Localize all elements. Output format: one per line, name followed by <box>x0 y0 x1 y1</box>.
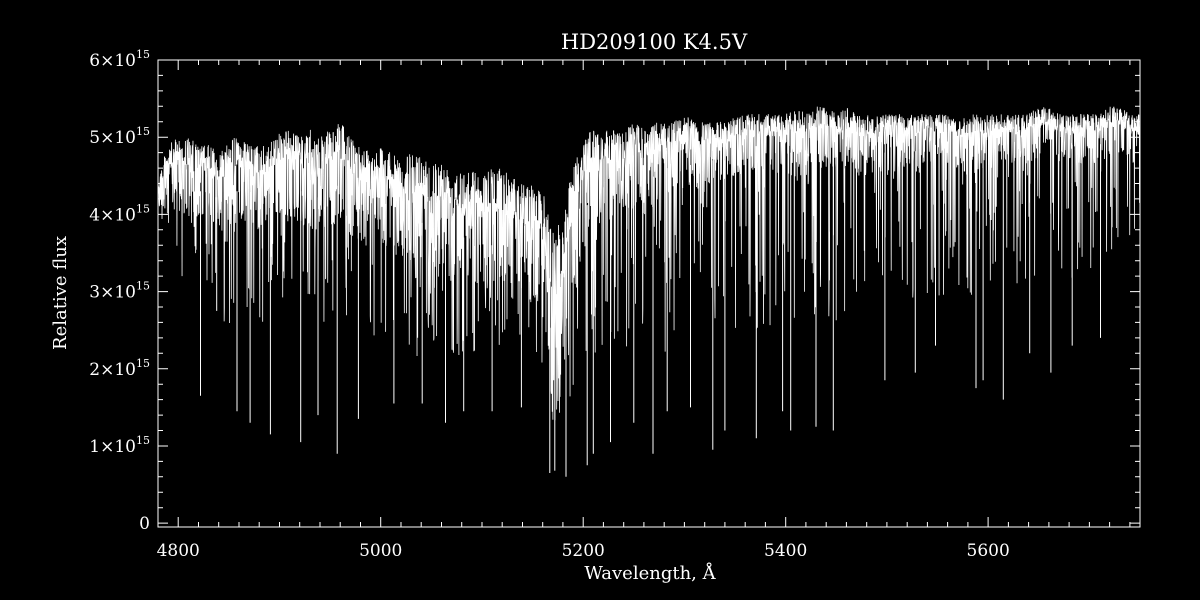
x-tick-label: 4800 <box>157 541 200 561</box>
chart-title: HD209100 K4.5V <box>561 30 748 54</box>
x-tick-label: 5400 <box>764 541 807 561</box>
y-tick-label-base: 0 <box>139 514 150 534</box>
x-axis-title: Wavelength, Å <box>584 562 716 584</box>
y-tick-label: 1×1015 <box>89 434 150 457</box>
y-tick-label-exponent: 15 <box>136 125 150 138</box>
y-tick-label: 0 <box>139 514 150 534</box>
y-tick-label: 6×1015 <box>89 48 150 71</box>
spectrum-series <box>157 106 1141 477</box>
y-tick-label-exponent: 15 <box>136 202 150 215</box>
x-tick-labels: 4800 5000 5200 5400 5600 <box>157 541 1010 561</box>
y-tick-label: 5×1015 <box>89 125 150 148</box>
spectrum-trace <box>157 106 1141 421</box>
plot-frame <box>157 59 1141 528</box>
y-tick-label-base: 5×10 <box>89 128 136 148</box>
y-tick-label-base: 3×10 <box>89 283 136 303</box>
y-tick-label-base: 2×10 <box>89 360 136 380</box>
y-tick-label-base: 1×10 <box>89 437 136 457</box>
axis-ticks <box>157 59 1140 527</box>
y-tick-label-base: 4×10 <box>89 205 136 225</box>
y-tick-label-exponent: 15 <box>136 357 150 370</box>
y-tick-label: 4×1015 <box>89 202 150 225</box>
x-tick-label: 5200 <box>562 541 605 561</box>
y-tick-label: 2×1015 <box>89 357 150 380</box>
y-tick-label-exponent: 15 <box>136 280 150 293</box>
y-axis-title: Relative flux <box>50 236 71 350</box>
y-tick-label-exponent: 15 <box>136 48 150 61</box>
y-tick-label-base: 6×10 <box>89 51 136 71</box>
plot-area <box>157 106 1141 477</box>
x-tick-label: 5600 <box>967 541 1010 561</box>
x-tick-label: 5000 <box>359 541 402 561</box>
y-tick-label-exponent: 15 <box>136 434 150 447</box>
tick-marks <box>157 59 1140 527</box>
y-tick-label: 3×1015 <box>89 280 150 303</box>
